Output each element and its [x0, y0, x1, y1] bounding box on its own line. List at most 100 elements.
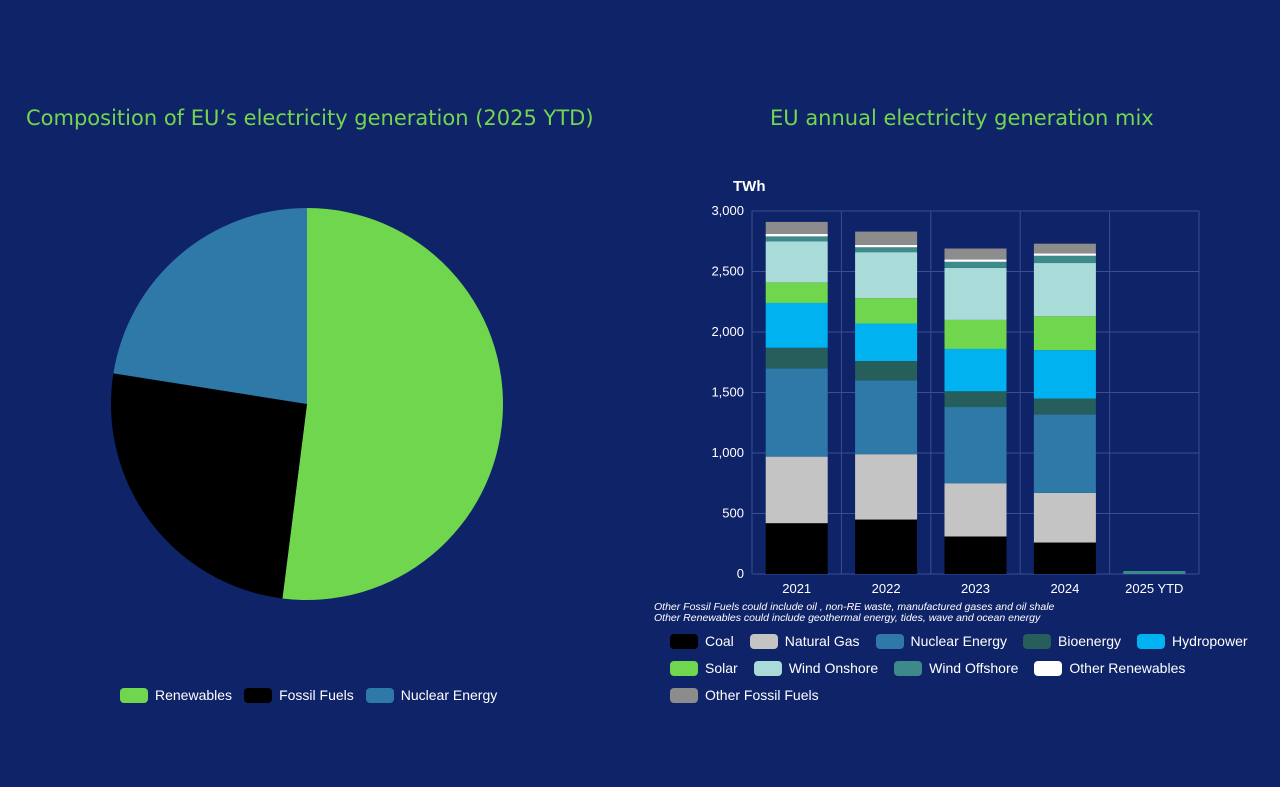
y-tick-label: 1,000: [711, 445, 744, 460]
legend-label: Other Renewables: [1069, 660, 1186, 676]
bar-2023-other-renewables: [944, 259, 1007, 262]
bar-2021-nuclear-energy: [765, 368, 828, 457]
bar-legend-item-solar: Solar: [670, 660, 738, 676]
bar-2022-other-fossil-fuels: [855, 231, 918, 245]
pie-slice-renewables: [282, 208, 504, 601]
x-tick-label: 2025 YTD: [1125, 581, 1183, 596]
bar-2022-hydropower: [855, 323, 918, 362]
bar-2022-nuclear-energy: [855, 380, 918, 455]
bar-2021-wind-onshore: [765, 241, 828, 283]
bar-chart-title: EU annual electricity generation mix: [770, 106, 1154, 130]
legend-label: Natural Gas: [784, 633, 860, 649]
x-tick-label: 2023: [961, 581, 990, 596]
legend-label: Bioenergy: [1058, 633, 1122, 649]
bar-legend-item-wind-onshore: Wind Onshore: [753, 660, 878, 676]
pie-chart-title: Composition of EU’s electricity generati…: [26, 106, 594, 130]
legend-label: Nuclear Energy: [910, 633, 1008, 649]
legend-label: Fossil Fuels: [279, 687, 354, 703]
bar-legend: Coal Natural Gas Nuclear Energy Bioenergy Hy…: [670, 633, 1270, 703]
bar-legend-item-other-fossil-fuels: Other Fossil Fuels: [670, 687, 819, 703]
bar-legend-item-nuclear-energy: Nuclear Energy: [875, 633, 1008, 649]
pie-legend-item-renewables: Renewables: [120, 687, 232, 703]
pie-slice-fossil-fuels: [111, 373, 307, 599]
legend-swatch: [120, 687, 148, 703]
bar-2023-hydropower: [944, 348, 1007, 392]
bar-2022-bioenergy: [855, 361, 918, 381]
bar-2023-solar: [944, 319, 1007, 349]
bar-legend-item-hydropower: Hydropower: [1137, 633, 1248, 649]
legend-label: Coal: [705, 633, 734, 649]
bar-2024-wind-onshore: [1033, 263, 1096, 317]
bar-2022-coal: [855, 519, 918, 574]
bar-legend-item-bioenergy: Bioenergy: [1023, 633, 1121, 649]
bar-2024-hydropower: [1033, 350, 1096, 399]
legend-swatch: [670, 687, 698, 703]
x-tick-label: 2022: [872, 581, 901, 596]
bar-2024-coal: [1033, 542, 1096, 574]
chart-notes: Other Fossil Fuels could include oil , n…: [654, 602, 1054, 624]
note-other-renewables: Other Renewables could include geotherma…: [654, 612, 1041, 624]
x-tick-label: 2021: [782, 581, 811, 596]
legend-label: Solar: [705, 660, 738, 676]
bar-2024-other-fossil-fuels: [1033, 243, 1096, 254]
pie-slice-nuclear-energy: [113, 208, 307, 404]
legend-swatch: [1137, 633, 1166, 649]
bar-2023-nuclear-energy: [944, 407, 1007, 484]
bar-2022-other-renewables: [855, 244, 918, 248]
bar-2023-wind-onshore: [944, 267, 1007, 320]
x-tick-label: 2024: [1050, 581, 1079, 596]
bar-2021-other-fossil-fuels: [765, 221, 828, 234]
pie-chart: [111, 208, 504, 601]
bar-2022-wind-onshore: [855, 252, 918, 299]
bar-2024-natural-gas: [1033, 492, 1096, 543]
bar-legend-item-other-renewables: Other Renewables: [1034, 660, 1185, 676]
legend-swatch: [875, 633, 904, 649]
bar-2023-wind-offshore: [944, 261, 1007, 268]
bar-2024-bioenergy: [1033, 398, 1096, 415]
bar-2022-natural-gas: [855, 454, 918, 520]
bar-legend-item-wind-offshore: Wind Offshore: [894, 660, 1018, 676]
bar-2023-bioenergy: [944, 391, 1007, 408]
legend-swatch: [670, 660, 698, 676]
bar-legend-item-coal: Coal: [670, 633, 734, 649]
bar-2021-wind-offshore: [765, 236, 828, 242]
bar-2021-natural-gas: [765, 456, 828, 524]
pie-legend-item-fossil-fuels: Fossil Fuels: [244, 687, 354, 703]
legend-label: Hydropower: [1172, 633, 1248, 649]
legend-label: Nuclear Energy: [400, 687, 498, 703]
bar-2023-other-fossil-fuels: [944, 248, 1007, 260]
y-tick-label: 1,500: [711, 385, 744, 400]
bar-2024-solar: [1033, 316, 1096, 351]
legend-swatch: [365, 687, 394, 703]
bar-legend-item-natural-gas: Natural Gas: [749, 633, 860, 649]
y-tick-label: 0: [737, 566, 744, 581]
y-tick-label: 500: [722, 506, 744, 521]
bar-2021-other-renewables: [765, 233, 828, 237]
legend-swatch: [1023, 633, 1051, 649]
note-other-fossil: Other Fossil Fuels could include oil , n…: [654, 601, 1055, 613]
bar-2024-other-renewables: [1033, 253, 1096, 256]
bar-2024-wind-offshore: [1033, 255, 1096, 264]
legend-swatch: [753, 660, 782, 676]
y-axis-unit: TWh: [733, 178, 765, 195]
y-tick-label: 2,000: [711, 324, 744, 339]
bar-2021-hydropower: [765, 302, 828, 348]
bar-2023-coal: [944, 536, 1007, 574]
bar-2022-wind-offshore: [855, 247, 918, 253]
legend-swatch: [244, 687, 273, 703]
bar-2023-natural-gas: [944, 483, 1007, 537]
bar-2025-ytd-baseline: [1123, 571, 1186, 574]
bar-2021-bioenergy: [765, 347, 828, 369]
legend-label: Wind Offshore: [929, 660, 1019, 676]
bar-2022-solar: [855, 298, 918, 324]
bar-2024-nuclear-energy: [1033, 414, 1096, 493]
legend-label: Other Fossil Fuels: [705, 687, 819, 703]
legend-swatch: [670, 633, 698, 649]
legend-swatch: [1034, 660, 1063, 676]
bar-2021-coal: [765, 523, 828, 574]
legend-label: Renewables: [155, 687, 233, 703]
y-tick-label: 2,500: [711, 264, 744, 279]
pie-legend-item-nuclear-energy: Nuclear Energy: [365, 687, 498, 703]
bar-2021-solar: [765, 282, 828, 303]
